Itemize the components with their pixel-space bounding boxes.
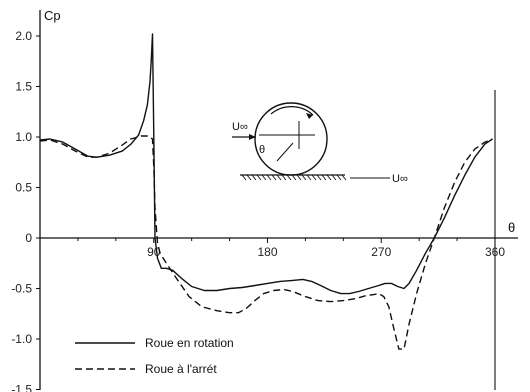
ground-hatch [291,174,297,181]
series-line-rotating-wheel [39,33,493,295]
legend-label-rotating: Roue en rotation [145,336,234,350]
inset-u-bottom-label: U∞ [392,173,408,185]
series-layer [39,33,493,350]
rotation-arc [270,106,314,116]
x-tick-label: 180 [257,245,277,259]
rotation-arrow-icon [306,113,313,119]
legend: Roue en rotation Roue à l'arrét [75,336,234,376]
x-axis-title: θ [508,220,515,235]
ground-hatch [336,174,342,181]
ground-hatch [251,174,257,181]
ground-hatch [246,174,252,181]
flow-arrow-icon [249,134,256,140]
ground-hatch [341,174,347,181]
wheel-inset-diagram: θ U∞ U∞ [232,102,408,185]
angle-line [276,142,294,162]
y-tick-label: -0.5 [11,282,32,296]
ground-hatch [296,174,302,181]
ground-hatch [241,174,247,181]
x-tick-label: 360 [485,245,505,259]
ground-hatch [256,174,262,181]
ground-hatch [266,174,272,181]
y-tick-label: 0.5 [15,181,32,195]
ground-hatch [331,174,337,181]
ground-hatch [261,174,267,181]
axis-ticks: 2.01.51.00.50-0.5-1.0-1.590 180 270 360 [11,29,505,392]
y-axis-title: Cp [44,8,61,23]
y-tick-label: 0 [25,231,32,245]
ground-hatch [271,174,277,181]
ground-hatch [276,174,282,181]
y-tick-label: -1.0 [11,332,32,346]
y-tick-label: -1.5 [11,383,32,392]
ground-hatch [301,174,307,181]
ground-hatch [306,174,312,181]
series-line-stationary-wheel [39,135,493,350]
ground-hatch [281,174,287,181]
wheel-circle [254,102,328,176]
ground-hatch [286,174,292,181]
ground-hatch [326,174,332,181]
inset-u-top-label: U∞ [232,121,248,133]
y-tick-label: 1.5 [15,80,32,94]
ground-hatch [311,174,317,181]
legend-label-stationary: Roue à l'arrét [145,362,217,376]
y-tick-label: 1.0 [15,130,32,144]
y-tick-label: 2.0 [15,29,32,43]
inset-theta-label: θ [259,144,265,156]
ground-hatch [321,174,327,181]
axes: Cp θ [39,8,518,390]
x-tick-label: 270 [371,245,391,259]
ground-hatch [316,174,322,181]
